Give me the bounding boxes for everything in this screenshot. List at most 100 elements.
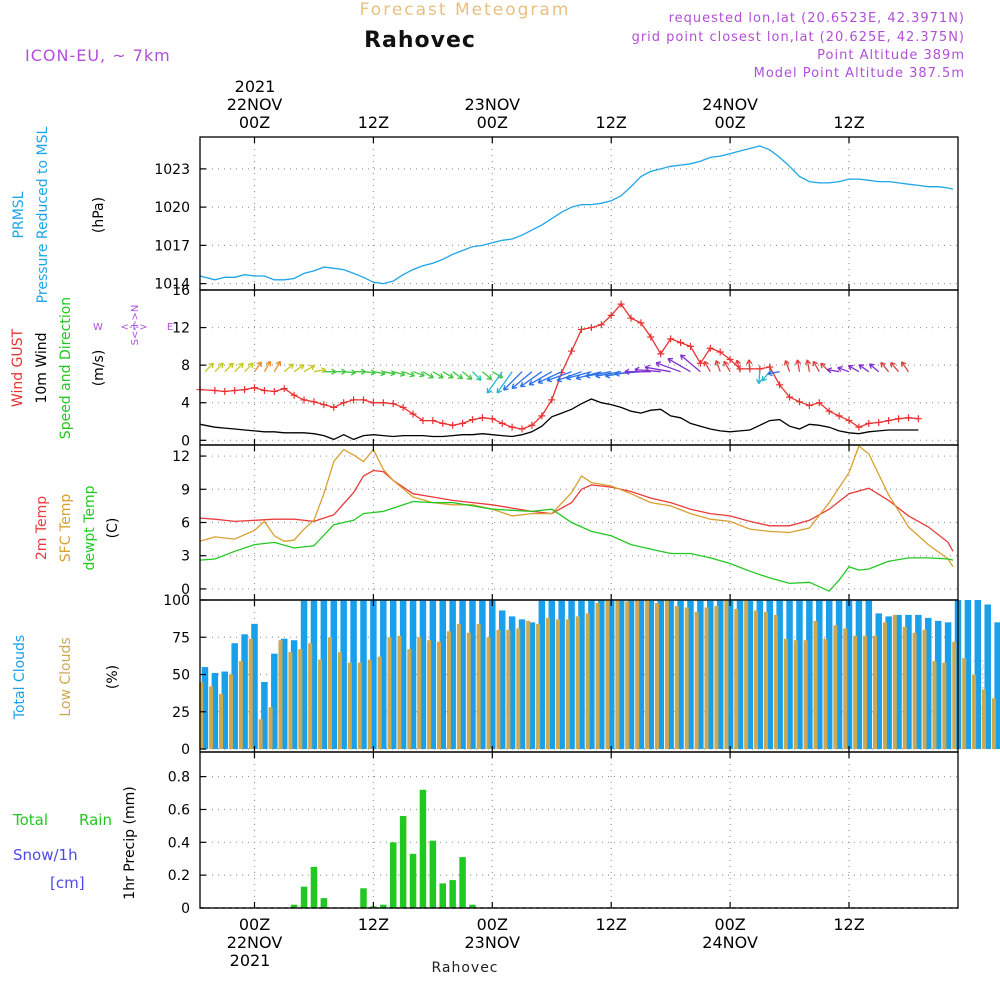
total-clouds-bar xyxy=(518,619,526,750)
wind-ytick-label: 12 xyxy=(172,321,190,337)
low-clouds-bar xyxy=(714,605,719,750)
total-clouds-bar xyxy=(657,600,664,750)
wind-gust-point xyxy=(895,415,903,423)
low-clouds-bar xyxy=(486,637,491,750)
precip-frame xyxy=(199,751,959,909)
wind-direction-arrow xyxy=(826,367,840,374)
low-clouds-bar xyxy=(546,617,551,750)
wind-direction-arrow xyxy=(224,362,234,373)
total-clouds-bar xyxy=(944,622,952,750)
low-clouds-bar xyxy=(892,614,897,750)
wind-direction-arrow xyxy=(472,371,482,381)
low-clouds-bar xyxy=(347,662,352,750)
total-clouds-bar xyxy=(697,600,704,750)
total-rain-bar xyxy=(399,816,407,908)
low-clouds-bar xyxy=(456,623,461,750)
total-clouds-bar xyxy=(974,600,982,750)
pressure-ytick-label: 1014 xyxy=(154,277,190,293)
top-year: 2021 xyxy=(235,77,276,96)
wind-direction-arrow xyxy=(393,370,406,377)
wind-gust-point xyxy=(439,419,447,427)
total-clouds-bar xyxy=(320,600,328,750)
top-time-label: 00Z xyxy=(477,113,508,132)
cloud-labels: Total Clouds Low Clouds (%) xyxy=(12,635,121,720)
low-clouds-bar xyxy=(744,600,749,750)
low-clouds-bar xyxy=(555,619,560,750)
wind-direction-arrow xyxy=(655,361,681,373)
low-clouds-bar xyxy=(446,631,451,750)
low-clouds-bar xyxy=(773,614,778,750)
wind-direction-arrow xyxy=(502,371,523,391)
snow-unit: [cm] xyxy=(50,874,85,892)
low-clouds-bar xyxy=(684,607,689,750)
total-clouds-bar xyxy=(895,614,902,750)
low-clouds-bar xyxy=(298,649,303,750)
total-rain-bar xyxy=(300,886,308,908)
low-clouds-bar xyxy=(397,635,402,750)
wind-gust-point xyxy=(577,325,585,333)
wind-gust-point xyxy=(498,419,506,427)
wind-gust-point xyxy=(459,419,467,427)
wind-direction-arrow xyxy=(546,371,572,383)
wind-gust-line xyxy=(199,303,919,430)
total-clouds-bar xyxy=(241,634,248,750)
wind-gust-point xyxy=(429,417,437,425)
pressure-ytick-label: 1017 xyxy=(154,238,190,254)
wind-panel: 0 4 8 12 16 xyxy=(172,283,959,449)
wind-gust-point xyxy=(320,401,328,409)
wind-gust-point xyxy=(449,421,457,429)
total-clouds-bar xyxy=(479,600,486,750)
total-clouds-bar xyxy=(588,600,595,750)
wind-direction-arrow xyxy=(734,359,741,372)
total-clouds-bar xyxy=(687,600,694,750)
wind-direction-arrow xyxy=(880,361,890,373)
total-clouds-bar xyxy=(568,600,575,750)
wind-direction-arrow xyxy=(794,359,802,372)
snow-label: Snow/1h xyxy=(13,846,78,864)
wind-labels: Wind GUST 10m Wind Speed and Direction (… xyxy=(10,297,173,439)
low-clouds-bar xyxy=(516,628,521,750)
total-rain-bar xyxy=(469,904,476,908)
wind-direction-arrow xyxy=(837,366,850,373)
requested-coords: requested lon,lat (20.6523E, 42.3971N) xyxy=(669,11,965,26)
wind-direction-arrow xyxy=(253,361,263,373)
total-clouds-bar xyxy=(726,600,734,750)
low-clouds-bar xyxy=(605,600,610,750)
low-clouds-bar xyxy=(417,637,422,750)
low-clouds-bar xyxy=(882,622,887,750)
low-clouds-bar xyxy=(823,638,828,750)
wind-direction-arrow xyxy=(462,371,473,381)
bottom-time-label: 12Z xyxy=(596,915,627,934)
wind-gust-point xyxy=(221,387,229,395)
wind-gust-point xyxy=(280,385,288,393)
total-clouds-bar xyxy=(261,681,268,750)
wind-direction-arrow xyxy=(847,364,860,373)
bottom-time-label: 00Z xyxy=(239,915,270,934)
wind-direction-arrow xyxy=(432,371,444,379)
wind-direction-arrow xyxy=(244,362,254,373)
low-clouds-bar xyxy=(872,635,877,750)
total-clouds-bar xyxy=(934,620,942,750)
wind-gust-point xyxy=(776,381,784,389)
low-clouds-bar xyxy=(863,635,868,750)
total-clouds-bar xyxy=(201,667,209,750)
model-altitude: Model Point Altitude 387.5m xyxy=(754,66,965,81)
temp-ytick-label: 3 xyxy=(181,549,190,565)
sfc-label: SFC Temp xyxy=(58,494,74,563)
wind-gust-point xyxy=(607,311,615,319)
total-clouds-bar xyxy=(667,600,674,750)
wind-gust-point xyxy=(716,348,724,356)
low-clouds-bar xyxy=(664,600,669,750)
temp-ytick-label: 0 xyxy=(181,582,190,598)
total-clouds-bar xyxy=(776,600,783,750)
low-clouds-bar xyxy=(318,659,323,750)
wind-unit: (m/s) xyxy=(91,350,107,387)
wind-gust-point xyxy=(478,414,486,422)
clouds-ytick-label: 100 xyxy=(163,593,190,609)
prmsl-line xyxy=(199,145,954,285)
wind-gust-point xyxy=(340,399,348,407)
precip-ytick-label: 0.2 xyxy=(168,868,190,884)
total-clouds-bar xyxy=(211,673,219,750)
dew-label: dewpt Temp xyxy=(82,485,98,570)
